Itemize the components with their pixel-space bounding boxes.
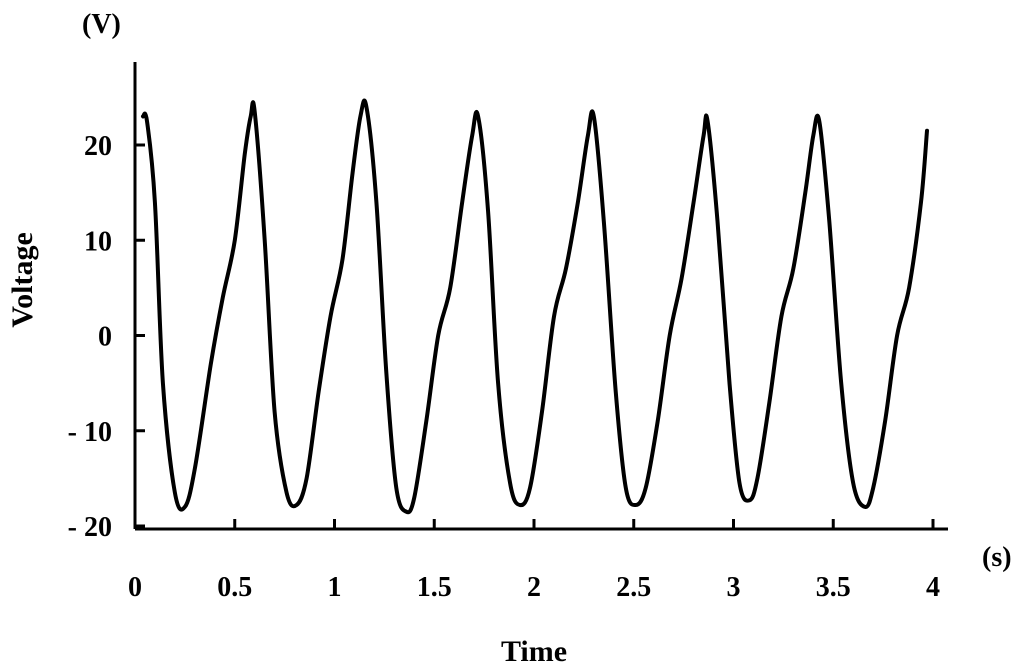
- y-tick-label: 0: [98, 322, 112, 353]
- x-tick-label: 1: [328, 572, 342, 603]
- x-tick-label: 0: [128, 572, 142, 603]
- x-tick-label: 0.5: [217, 572, 252, 603]
- x-unit-label: (s): [982, 542, 1012, 573]
- x-tick-label: 3.5: [816, 572, 851, 603]
- y-unit-label: (V): [82, 9, 121, 40]
- x-tick-label: 4: [926, 572, 940, 603]
- x-ticks: 0 0.5 1 1.5 2 2.5 3 3.5 4: [128, 519, 940, 603]
- y-tick-label: - 20: [68, 512, 112, 543]
- y-axis-title: Voltage: [6, 232, 39, 328]
- x-axis-title: Time: [501, 635, 567, 668]
- y-tick-label: 20: [84, 131, 112, 162]
- y-tick-label: 10: [84, 226, 112, 257]
- x-tick-label: 2.5: [616, 572, 651, 603]
- voltage-series-line: [141, 98, 929, 515]
- x-tick-label: 3: [727, 572, 741, 603]
- y-tick-label: - 10: [68, 417, 112, 448]
- x-tick-label: 1.5: [417, 572, 452, 603]
- axes: [133, 62, 948, 531]
- x-tick-label: 2: [527, 572, 541, 603]
- y-ticks: 20 10 0 - 10 - 20: [68, 131, 145, 543]
